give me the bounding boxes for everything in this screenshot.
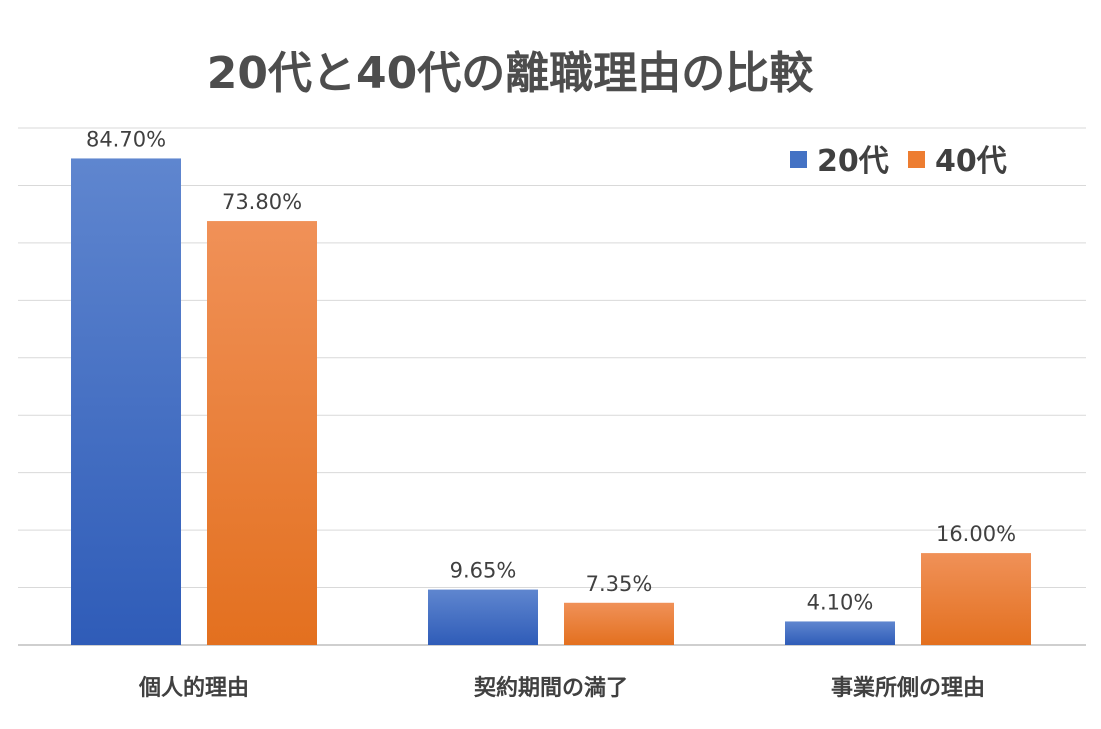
data-label: 84.70%: [86, 127, 166, 151]
data-label: 7.35%: [586, 572, 653, 596]
data-label: 9.65%: [450, 559, 517, 583]
bar-series1-1: [428, 589, 538, 645]
category-label: 事業所側の理由: [831, 675, 985, 701]
bars: [71, 158, 1031, 645]
legend-label: 40代: [935, 144, 1007, 179]
legend-label: 20代: [817, 144, 889, 179]
data-label: 73.80%: [222, 190, 302, 214]
legend: 20代 40代: [790, 144, 1007, 179]
category-labels: 個人的理由 契約期間の満了 事業所側の理由: [138, 675, 985, 701]
category-label: 個人的理由: [138, 675, 249, 701]
bar-series1-2: [785, 621, 895, 645]
bar-series2-0: [207, 221, 317, 645]
legend-swatch: [908, 151, 925, 168]
data-label: 4.10%: [807, 590, 874, 614]
category-label: 契約期間の満了: [473, 675, 628, 701]
bar-series2-2: [921, 553, 1031, 645]
data-labels: 84.70% 9.65% 4.10% 73.80% 7.35% 16.00%: [86, 127, 1016, 614]
legend-swatch: [790, 151, 807, 168]
bar-series1-0: [71, 158, 181, 645]
data-label: 16.00%: [936, 522, 1016, 546]
chart-title: 20代と40代の離職理由の比較: [207, 48, 814, 99]
gridlines: [18, 127, 1086, 646]
bar-series2-1: [564, 602, 674, 645]
